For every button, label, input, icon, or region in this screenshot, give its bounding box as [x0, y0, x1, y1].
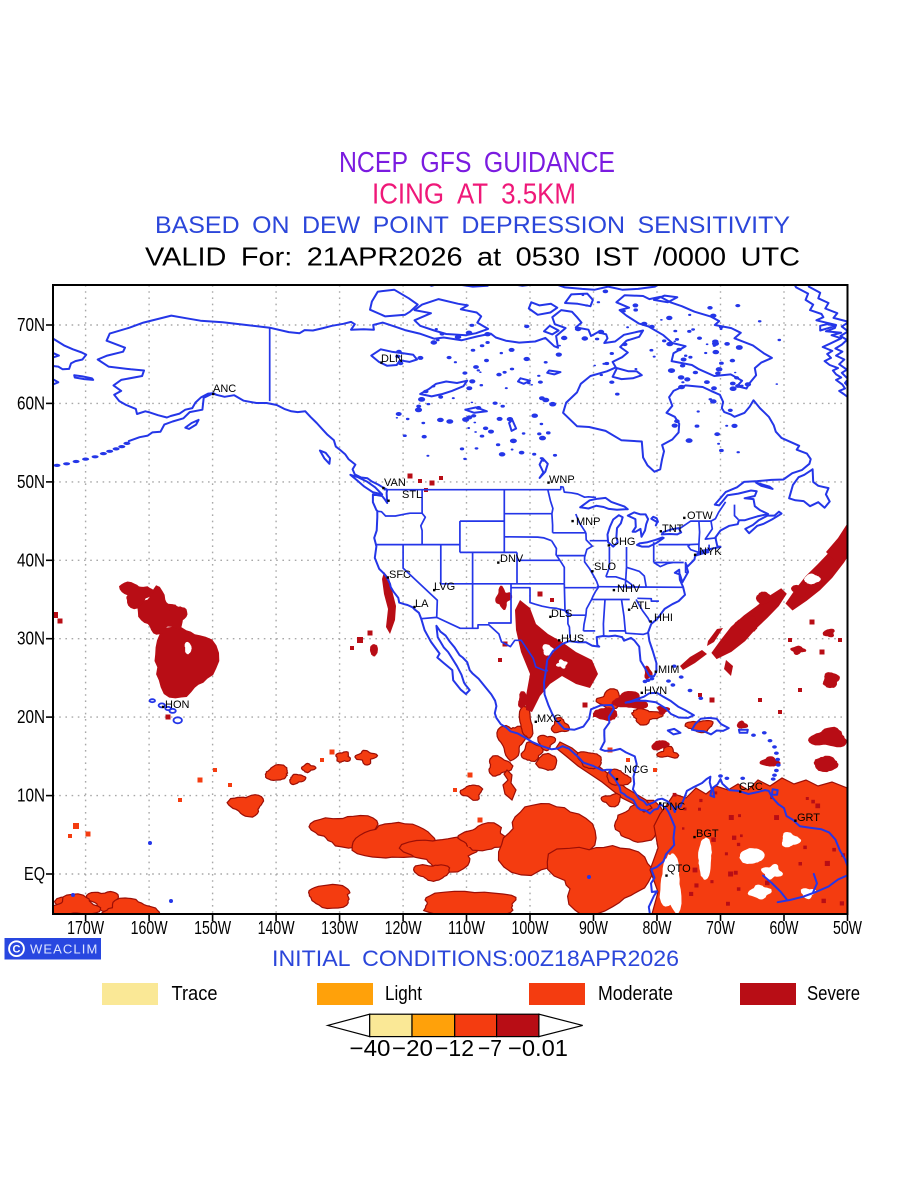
- svg-text:C: C: [13, 944, 21, 956]
- svg-text:Moderate: Moderate: [598, 983, 673, 1005]
- svg-text:150W: 150W: [194, 918, 231, 938]
- svg-text:LVG: LVG: [434, 581, 455, 593]
- svg-text:EQ: EQ: [24, 864, 45, 884]
- svg-text:HHI: HHI: [654, 612, 673, 624]
- svg-text:DLN: DLN: [381, 353, 403, 365]
- svg-text:SLO: SLO: [594, 561, 616, 573]
- svg-text:GRT: GRT: [797, 812, 820, 824]
- svg-text:−40: −40: [350, 1035, 391, 1061]
- svg-text:20N: 20N: [17, 707, 45, 727]
- svg-text:SFC: SFC: [389, 569, 411, 581]
- svg-text:140W: 140W: [258, 918, 295, 938]
- svg-text:50W: 50W: [833, 918, 862, 938]
- svg-text:WNP: WNP: [549, 474, 575, 486]
- svg-text:MXC: MXC: [537, 713, 562, 725]
- svg-text:60W: 60W: [770, 918, 799, 938]
- svg-text:MNP: MNP: [576, 516, 600, 528]
- svg-text:80W: 80W: [643, 918, 672, 938]
- svg-text:50N: 50N: [17, 472, 45, 492]
- svg-text:STL: STL: [402, 489, 422, 501]
- svg-text:−20: −20: [392, 1035, 433, 1061]
- svg-text:OTW: OTW: [687, 510, 713, 522]
- svg-text:130W: 130W: [321, 918, 358, 938]
- svg-text:LA: LA: [415, 598, 429, 610]
- svg-text:NCG: NCG: [624, 764, 648, 776]
- svg-text:−7: −7: [478, 1035, 502, 1061]
- svg-text:Light: Light: [385, 983, 422, 1005]
- svg-text:HVN: HVN: [644, 685, 667, 697]
- svg-text:BGT: BGT: [696, 828, 719, 840]
- svg-text:CRC: CRC: [739, 781, 763, 793]
- svg-text:40N: 40N: [17, 550, 45, 570]
- svg-text:WEACLIM: WEACLIM: [30, 942, 98, 957]
- svg-text:DNV: DNV: [500, 553, 524, 565]
- svg-text:MIM: MIM: [658, 664, 679, 676]
- svg-text:PNC: PNC: [662, 801, 685, 813]
- svg-text:170W: 170W: [67, 918, 104, 938]
- svg-text:70N: 70N: [17, 315, 45, 335]
- svg-text:70W: 70W: [706, 918, 735, 938]
- svg-text:VALID For: 21APR2026 at 0530 I: VALID For: 21APR2026 at 0530 IST /0000 U…: [145, 242, 800, 272]
- svg-text:60N: 60N: [17, 393, 45, 413]
- svg-text:TNT: TNT: [662, 523, 684, 535]
- svg-text:DLS: DLS: [551, 608, 572, 620]
- svg-text:NYK: NYK: [699, 546, 722, 558]
- svg-text:100W: 100W: [512, 918, 549, 938]
- svg-text:−0.01: −0.01: [508, 1035, 568, 1061]
- svg-text:90W: 90W: [579, 918, 608, 938]
- svg-text:BASED ON DEW POINT DEPRESSION: BASED ON DEW POINT DEPRESSION SENSITIVIT…: [155, 212, 790, 239]
- svg-text:−12: −12: [435, 1035, 474, 1061]
- svg-text:ICING AT 3.5KM: ICING AT 3.5KM: [372, 179, 576, 211]
- svg-text:HON: HON: [165, 699, 190, 711]
- svg-text:120W: 120W: [385, 918, 422, 938]
- svg-text:INITIAL CONDITIONS:00Z18APR202: INITIAL CONDITIONS:00Z18APR2026: [272, 946, 679, 971]
- svg-text:10N: 10N: [17, 786, 45, 806]
- svg-text:HUS: HUS: [561, 633, 584, 645]
- svg-text:30N: 30N: [17, 629, 45, 649]
- svg-text:ATL: ATL: [631, 600, 650, 612]
- svg-text:VAN: VAN: [384, 477, 406, 489]
- svg-text:110W: 110W: [448, 918, 485, 938]
- svg-text:Trace: Trace: [172, 983, 218, 1005]
- svg-text:QTO: QTO: [667, 863, 691, 875]
- svg-text:Severe: Severe: [807, 983, 860, 1005]
- svg-text:NHV: NHV: [617, 583, 641, 595]
- svg-text:NCEP GFS GUIDANCE: NCEP GFS GUIDANCE: [339, 147, 615, 179]
- svg-text:CHG: CHG: [611, 536, 635, 548]
- svg-text:160W: 160W: [131, 918, 168, 938]
- svg-text:ANC: ANC: [213, 383, 236, 395]
